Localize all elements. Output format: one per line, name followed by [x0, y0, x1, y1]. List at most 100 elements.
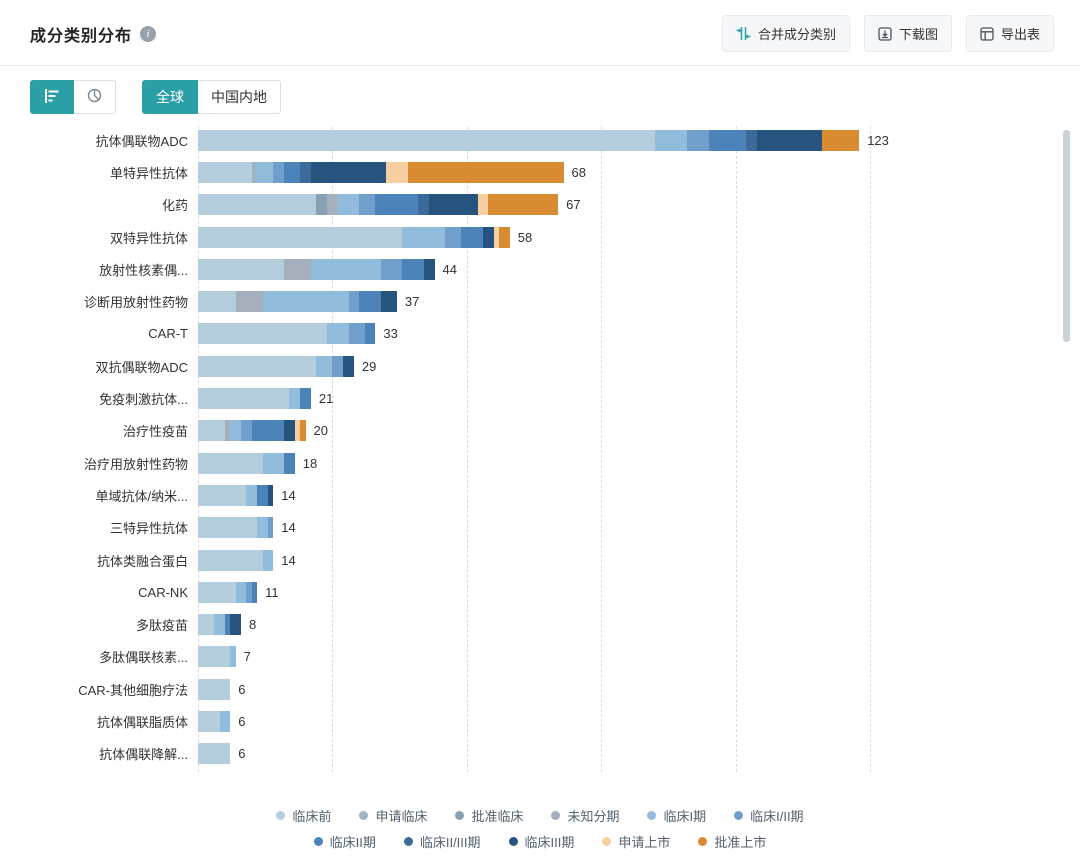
bar-segment[interactable]: [316, 355, 333, 377]
bar-segment[interactable]: [230, 646, 236, 668]
legend-item[interactable]: 临床II期: [313, 832, 376, 851]
bar-segment[interactable]: [359, 194, 376, 216]
bar-segment[interactable]: [198, 258, 285, 280]
bar-segment[interactable]: [246, 581, 252, 603]
bar-segment[interactable]: [359, 291, 381, 313]
bar-segment[interactable]: [198, 484, 247, 506]
bar-segment[interactable]: [310, 258, 381, 280]
bar-segment[interactable]: [214, 614, 225, 636]
info-icon[interactable]: i: [140, 25, 157, 42]
bar-segment[interactable]: [337, 194, 360, 216]
bar-segment[interactable]: [821, 129, 860, 151]
bar-segment[interactable]: [284, 420, 295, 442]
bar-segment[interactable]: [423, 258, 435, 280]
bar-segment[interactable]: [757, 129, 822, 151]
bar-segment[interactable]: [348, 323, 365, 345]
bar-segment[interactable]: [327, 323, 349, 345]
download-image-button[interactable]: 下载图: [863, 15, 952, 52]
bar-segment[interactable]: [327, 194, 338, 216]
legend-item[interactable]: 临床II/III期: [403, 832, 481, 851]
legend-item[interactable]: 未知分期: [551, 806, 619, 825]
pie-chart-toggle[interactable]: [73, 80, 116, 114]
bar-segment[interactable]: [198, 420, 225, 442]
bar-segment[interactable]: [407, 161, 564, 183]
bar-segment[interactable]: [198, 291, 236, 313]
merge-category-button[interactable]: 合并成分类别: [721, 15, 850, 52]
bar-segment[interactable]: [246, 484, 258, 506]
bar-segment[interactable]: [198, 129, 655, 151]
bar-segment[interactable]: [198, 646, 231, 668]
legend-item[interactable]: 批准上市: [698, 832, 766, 851]
bar-segment[interactable]: [482, 226, 494, 248]
bar-segment[interactable]: [499, 226, 510, 248]
bar-segment[interactable]: [251, 581, 258, 603]
bar-segment[interactable]: [300, 161, 311, 183]
bar-segment[interactable]: [235, 291, 263, 313]
bar-segment[interactable]: [289, 388, 301, 410]
bar-segment[interactable]: [251, 420, 284, 442]
bar-segment[interactable]: [284, 452, 295, 474]
bar-segment[interactable]: [708, 129, 747, 151]
bar-segment[interactable]: [267, 517, 274, 539]
bar-segment[interactable]: [257, 161, 274, 183]
bar-segment[interactable]: [198, 452, 263, 474]
bar-segment[interactable]: [241, 420, 252, 442]
bar-segment[interactable]: [198, 743, 231, 765]
bar-segment[interactable]: [198, 194, 317, 216]
bar-segment[interactable]: [418, 194, 430, 216]
bar-segment[interactable]: [687, 129, 709, 151]
bar-segment[interactable]: [230, 420, 241, 442]
bar-segment[interactable]: [316, 194, 328, 216]
bar-segment[interactable]: [380, 291, 397, 313]
bar-segment[interactable]: [284, 161, 301, 183]
legend-item[interactable]: 临床I/II期: [734, 806, 804, 825]
bar-segment[interactable]: [332, 355, 344, 377]
bar-segment[interactable]: [402, 258, 424, 280]
bar-segment[interactable]: [386, 161, 408, 183]
legend-item[interactable]: 申请上市: [602, 832, 670, 851]
bar-segment[interactable]: [198, 549, 263, 571]
bar-segment[interactable]: [488, 194, 559, 216]
scrollbar[interactable]: [1063, 130, 1070, 342]
region-tab-china[interactable]: 中国内地: [197, 80, 281, 114]
bar-segment[interactable]: [348, 291, 360, 313]
bar-segment[interactable]: [257, 484, 268, 506]
bar-segment[interactable]: [445, 226, 462, 248]
bar-segment[interactable]: [262, 291, 349, 313]
legend-item[interactable]: 临床前: [276, 806, 331, 825]
bar-segment[interactable]: [284, 258, 311, 280]
bar-segment[interactable]: [375, 194, 419, 216]
bar-segment[interactable]: [461, 226, 483, 248]
bar-segment[interactable]: [262, 549, 274, 571]
bar-segment[interactable]: [198, 161, 252, 183]
bar-segment[interactable]: [310, 161, 387, 183]
bar-segment[interactable]: [262, 452, 284, 474]
bar-segment[interactable]: [230, 614, 241, 636]
bar-segment[interactable]: [267, 484, 274, 506]
bar-chart-toggle[interactable]: [30, 80, 74, 114]
bar-segment[interactable]: [198, 226, 403, 248]
bar-segment[interactable]: [477, 194, 489, 216]
legend-item[interactable]: 批准临床: [455, 806, 523, 825]
bar-segment[interactable]: [380, 258, 403, 280]
bar-segment[interactable]: [294, 420, 301, 442]
bar-segment[interactable]: [429, 194, 478, 216]
bar-segment[interactable]: [364, 323, 376, 345]
bar-segment[interactable]: [198, 710, 220, 732]
bar-segment[interactable]: [198, 388, 290, 410]
legend-item[interactable]: 临床III期: [508, 832, 574, 851]
bar-segment[interactable]: [224, 420, 231, 442]
bar-segment[interactable]: [300, 388, 311, 410]
bar-segment[interactable]: [198, 517, 258, 539]
legend-item[interactable]: 申请临床: [359, 806, 427, 825]
bar-segment[interactable]: [402, 226, 446, 248]
bar-segment[interactable]: [746, 129, 758, 151]
export-table-button[interactable]: 导出表: [965, 15, 1054, 52]
bar-segment[interactable]: [273, 161, 284, 183]
bar-segment[interactable]: [198, 614, 215, 636]
bar-segment[interactable]: [251, 161, 258, 183]
bar-segment[interactable]: [224, 614, 231, 636]
bar-segment[interactable]: [654, 129, 688, 151]
region-tab-global[interactable]: 全球: [142, 80, 198, 114]
bar-segment[interactable]: [300, 420, 306, 442]
